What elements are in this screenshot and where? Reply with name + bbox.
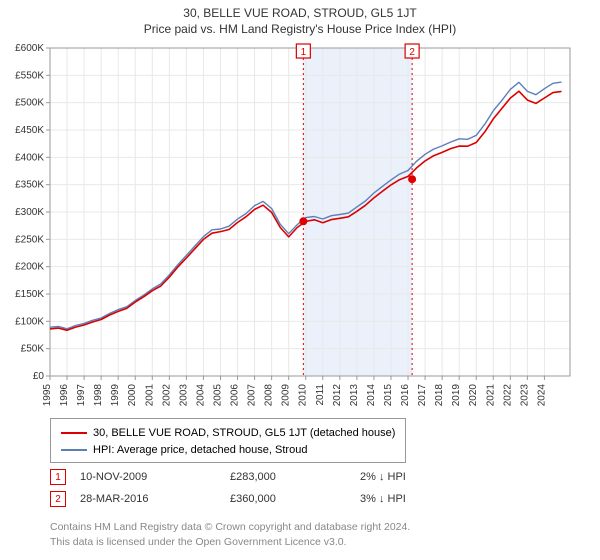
x-tick-label: 1999 <box>110 384 121 407</box>
x-tick-label: 2018 <box>434 384 445 407</box>
sale-price: £283,000 <box>230 471 360 483</box>
legend-swatch <box>61 432 87 434</box>
x-tick-label: 2022 <box>502 384 513 407</box>
x-tick-label: 1995 <box>42 384 53 407</box>
x-tick-label: 2014 <box>366 384 377 407</box>
x-tick-label: 2015 <box>383 384 394 407</box>
y-tick-label: £150K <box>15 289 44 300</box>
x-tick-label: 2020 <box>468 384 479 407</box>
x-tick-label: 2024 <box>536 384 547 407</box>
y-tick-label: £0 <box>33 371 45 382</box>
sale-row: 2 28-MAR-2016£360,0003% ↓ HPI <box>50 488 480 510</box>
legend-text: 30, BELLE VUE ROAD, STROUD, GL5 1JT (det… <box>93 425 395 442</box>
sale-price: £360,000 <box>230 493 360 505</box>
y-tick-label: £600K <box>15 43 44 54</box>
x-tick-label: 2017 <box>417 384 428 407</box>
footer-line-2: This data is licensed under the Open Gov… <box>50 535 410 550</box>
sale-date: 28-MAR-2016 <box>80 493 230 505</box>
legend-item: HPI: Average price, detached house, Stro… <box>61 442 395 459</box>
y-tick-label: £250K <box>15 234 44 245</box>
sales-table: 1 10-NOV-2009£283,0002% ↓ HPI 2 28-MAR-2016… <box>50 466 480 510</box>
x-tick-label: 2011 <box>315 384 326 406</box>
sale-marker: 1 <box>50 469 66 485</box>
sale-delta: 3% ↓ HPI <box>360 493 480 505</box>
legend-box: 30, BELLE VUE ROAD, STROUD, GL5 1JT (det… <box>50 418 406 463</box>
x-tick-label: 2023 <box>519 384 530 407</box>
marker-label: 2 <box>409 47 415 58</box>
x-tick-label: 1998 <box>93 384 104 407</box>
footer-attribution: Contains HM Land Registry data © Crown c… <box>50 520 410 549</box>
x-tick-label: 2009 <box>281 384 292 407</box>
sale-date: 10-NOV-2009 <box>80 471 230 483</box>
y-tick-label: £350K <box>15 180 44 191</box>
x-tick-label: 2003 <box>178 384 189 407</box>
sale-row: 1 10-NOV-2009£283,0002% ↓ HPI <box>50 466 480 488</box>
x-tick-label: 2005 <box>212 384 223 407</box>
legend-text: HPI: Average price, detached house, Stro… <box>93 442 307 459</box>
x-tick-label: 2002 <box>161 384 172 407</box>
y-tick-label: £200K <box>15 262 44 273</box>
x-tick-label: 2012 <box>332 384 343 407</box>
x-tick-label: 2010 <box>298 384 309 407</box>
sale-delta: 2% ↓ HPI <box>360 471 480 483</box>
x-tick-label: 2013 <box>349 384 360 407</box>
x-tick-label: 2001 <box>144 384 155 407</box>
y-tick-label: £550K <box>15 70 44 81</box>
footer-line-1: Contains HM Land Registry data © Crown c… <box>50 520 410 535</box>
sale-marker: 2 <box>50 491 66 507</box>
y-tick-label: £100K <box>15 316 44 327</box>
x-tick-label: 2016 <box>400 384 411 407</box>
x-tick-label: 2019 <box>451 384 462 407</box>
y-tick-label: £300K <box>15 207 44 218</box>
legend-item: 30, BELLE VUE ROAD, STROUD, GL5 1JT (det… <box>61 425 395 442</box>
x-tick-label: 2021 <box>485 384 496 407</box>
marker-label: 1 <box>301 47 307 58</box>
x-tick-label: 1997 <box>76 384 87 407</box>
x-tick-label: 2006 <box>230 384 241 407</box>
price-chart: £0 £50K £100K £150K £200K £250K £300K £350K £400… <box>0 0 600 410</box>
y-tick-label: £50K <box>21 344 45 355</box>
y-tick-label: £450K <box>15 125 44 136</box>
y-tick-label: £500K <box>15 98 44 109</box>
y-tick-label: £400K <box>15 152 44 163</box>
x-tick-label: 2007 <box>247 384 258 407</box>
x-tick-label: 2000 <box>127 384 138 407</box>
x-tick-label: 2004 <box>195 384 206 407</box>
x-tick-label: 1996 <box>59 384 70 407</box>
x-tick-label: 2008 <box>264 384 275 407</box>
legend-swatch <box>61 449 87 451</box>
